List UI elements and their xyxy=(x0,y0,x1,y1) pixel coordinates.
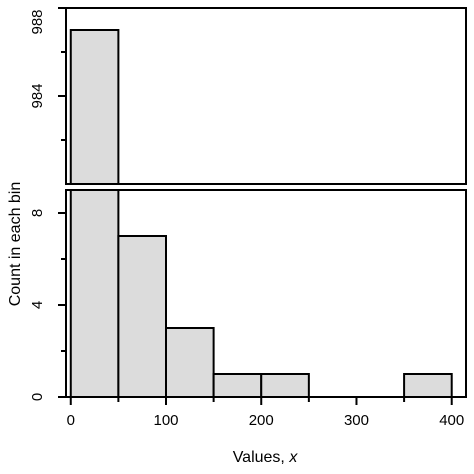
x-axis-title-text: Values, xyxy=(233,449,290,466)
bar-bin-7 xyxy=(403,373,453,398)
bar-bin-1 xyxy=(117,235,167,398)
bar-bin-0-upper xyxy=(69,29,120,185)
upper-panel-frame xyxy=(65,7,467,185)
y-tick-label-lower-4: 4 xyxy=(29,301,46,309)
ticks-group: 0 100 200 300 400 0 4 8 984 988 xyxy=(29,7,464,429)
y-tick-label-lower-8: 8 xyxy=(29,209,46,217)
y-axis-title: Count in each bin xyxy=(7,182,24,307)
x-tick-label-300: 300 xyxy=(344,412,369,429)
x-axis-title-variable: x xyxy=(288,449,298,466)
bars-group xyxy=(69,29,453,398)
x-tick-label-400: 400 xyxy=(439,412,464,429)
y-tick-label-upper-984: 984 xyxy=(29,83,46,108)
y-tick-label-lower-0: 0 xyxy=(29,393,46,401)
bar-bin-3 xyxy=(212,373,263,398)
x-axis-title: Values, x xyxy=(233,449,299,466)
bar-bin-4 xyxy=(260,373,310,398)
y-tick-label-upper-988: 988 xyxy=(29,9,46,34)
x-tick-label-200: 200 xyxy=(249,412,274,429)
lower-panel-frame xyxy=(65,189,467,398)
bar-bin-0-lower xyxy=(69,189,120,398)
x-tick-label-100: 100 xyxy=(153,412,178,429)
x-tick-label-0: 0 xyxy=(67,412,75,429)
bar-bin-2 xyxy=(165,327,215,398)
